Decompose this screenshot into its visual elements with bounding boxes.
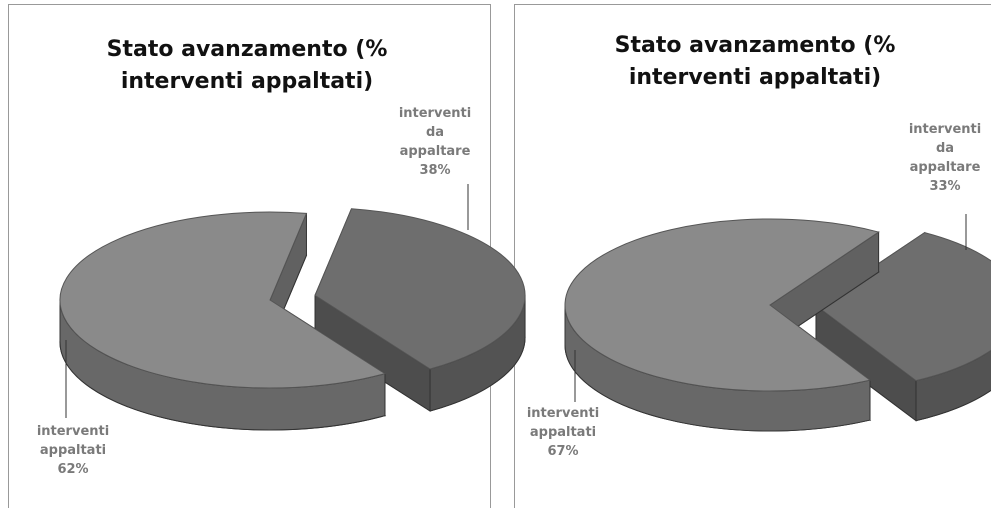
data-label: interventi da appaltare 33% <box>906 120 984 196</box>
slice-side <box>915 349 991 422</box>
chart-title: Stato avanzamento (% interventi appaltat… <box>106 37 388 94</box>
label-text: interventi da appaltare <box>908 122 982 175</box>
label-text: 33% <box>929 179 961 194</box>
label-text: 62% <box>57 462 89 477</box>
label-text: 38% <box>419 163 451 178</box>
label-text: interventi appaltati <box>526 406 600 440</box>
slice <box>314 208 526 370</box>
slice <box>564 218 880 392</box>
slice <box>59 211 387 389</box>
slice <box>815 232 991 382</box>
chart-panel <box>514 4 991 508</box>
data-label: interventi da appaltare 38% <box>396 104 474 180</box>
label-text: interventi da appaltare <box>398 106 472 159</box>
label-text: 67% <box>547 444 579 459</box>
label-text: interventi appaltati <box>36 424 110 458</box>
chart-title: Stato avanzamento (% interventi appaltat… <box>614 33 896 90</box>
data-label: interventi appaltati 67% <box>524 404 602 461</box>
data-label: interventi appaltati 62% <box>34 422 112 479</box>
